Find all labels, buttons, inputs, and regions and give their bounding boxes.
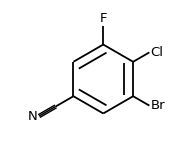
Text: F: F: [100, 12, 107, 25]
Text: Cl: Cl: [151, 46, 164, 59]
Text: N: N: [28, 110, 38, 123]
Text: Br: Br: [151, 99, 165, 112]
